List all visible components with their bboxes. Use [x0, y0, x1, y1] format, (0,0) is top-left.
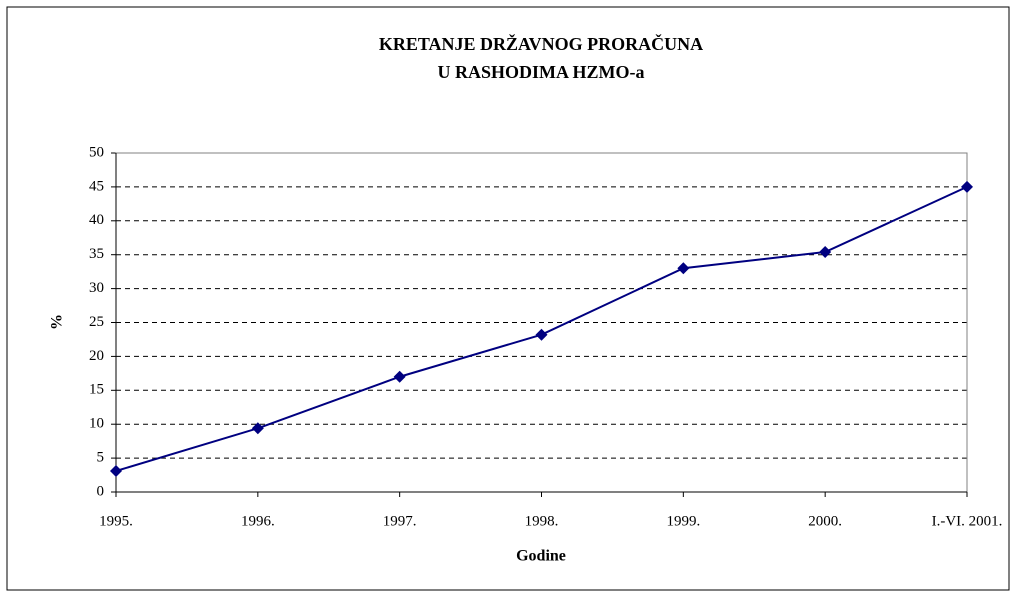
data-point [819, 245, 832, 258]
data-point [251, 422, 264, 435]
data-point [393, 370, 406, 383]
y-tick-label: 40 [89, 212, 104, 228]
chart-title: U RASHODIMA HZMO-a [438, 62, 645, 82]
chart-frame [6, 6, 1010, 591]
x-tick-label: 1997. [383, 513, 417, 529]
y-tick-label: 15 [89, 382, 104, 398]
x-tick-label: I.-VI. 2001. [932, 513, 1003, 529]
x-axis-label: Godine [516, 548, 566, 565]
y-axis-label: % [49, 314, 66, 330]
x-tick-label: 1998. [525, 513, 559, 529]
x-tick-label: 1996. [241, 513, 275, 529]
data-point [961, 180, 973, 193]
y-tick-label: 30 [89, 280, 104, 296]
data-point [535, 328, 548, 341]
x-tick-label: 1995. [99, 513, 133, 529]
x-tick-label: 2000. [808, 513, 842, 529]
y-tick-label: 25 [89, 314, 104, 330]
y-tick-label: 5 [97, 450, 105, 466]
y-tick-label: 10 [89, 416, 104, 432]
chart-title: KRETANJE DRŽAVNOG PRORAČUNA [379, 33, 703, 54]
y-tick-label: 20 [89, 348, 104, 364]
y-tick-label: 50 [89, 144, 104, 160]
data-point [677, 262, 690, 275]
y-tick-label: 35 [89, 246, 104, 262]
y-tick-label: 0 [97, 483, 105, 499]
data-point [110, 464, 122, 477]
y-tick-label: 45 [89, 178, 104, 194]
x-tick-label: 1999. [666, 513, 700, 529]
